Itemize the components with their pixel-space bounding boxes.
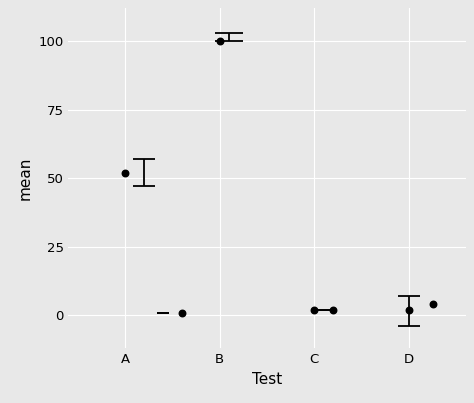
Point <box>329 307 337 313</box>
Point <box>121 170 129 176</box>
Y-axis label: mean: mean <box>18 157 33 200</box>
Point <box>429 301 437 307</box>
Point <box>178 310 186 316</box>
X-axis label: Test: Test <box>252 372 282 386</box>
Point <box>405 307 413 313</box>
Point <box>216 38 224 44</box>
Point <box>310 307 318 313</box>
